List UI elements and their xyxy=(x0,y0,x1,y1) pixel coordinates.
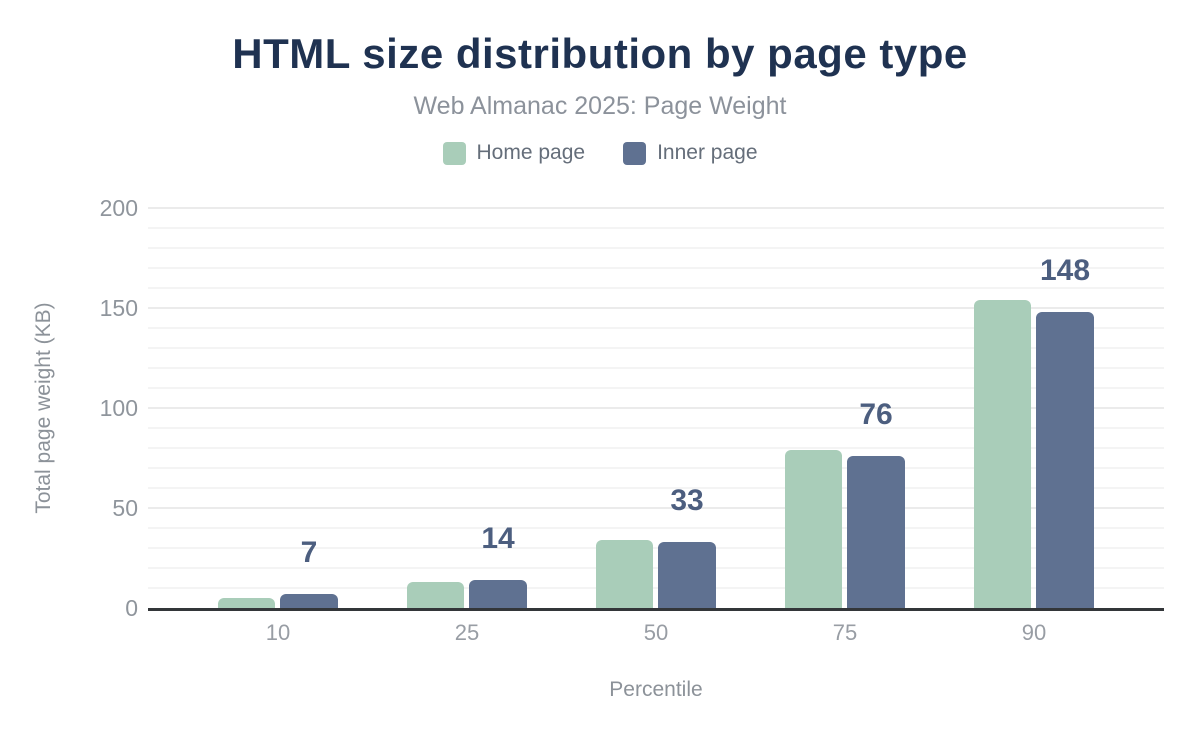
gridline-minor xyxy=(148,447,1164,449)
gridline-major xyxy=(148,407,1164,409)
bar-inner-page-p10 xyxy=(280,594,338,608)
legend-swatch-icon xyxy=(623,141,647,165)
bar-inner-page-p90 xyxy=(1036,312,1094,608)
gridline-minor xyxy=(148,347,1164,349)
plot-area: 7 14 33 76 148 xyxy=(148,207,1164,611)
chart-title: HTML size distribution by page type xyxy=(232,30,968,77)
data-label-p10: 7 xyxy=(300,536,318,569)
gridline-minor xyxy=(148,387,1164,389)
gridline-minor xyxy=(148,467,1164,469)
gridline-minor xyxy=(148,567,1164,569)
data-label-p25: 14 xyxy=(481,522,515,555)
legend: Home page Inner page xyxy=(0,141,1200,165)
x-axis-title: Percentile xyxy=(609,678,703,701)
bar-home-page-p25 xyxy=(407,582,464,608)
gridline-minor xyxy=(148,267,1164,269)
bar-home-page-p10 xyxy=(218,598,275,608)
legend-swatch-icon xyxy=(442,141,466,165)
x-tick-label-90: 90 xyxy=(1021,620,1047,645)
gridline-major xyxy=(148,207,1164,209)
y-tick-label-200: 200 xyxy=(99,195,138,221)
gridline-minor xyxy=(148,427,1164,429)
data-label-p75: 76 xyxy=(859,398,893,431)
y-tick-label-150: 150 xyxy=(99,295,138,321)
legend-label: Inner page xyxy=(657,141,758,164)
bar-inner-page-p50 xyxy=(658,542,716,608)
bar-inner-page-p25 xyxy=(469,580,527,608)
y-tick-label-50: 50 xyxy=(112,495,138,521)
gridline-minor xyxy=(148,587,1164,589)
gridline-major xyxy=(148,507,1164,509)
gridline-minor xyxy=(148,327,1164,329)
legend-item-home-page[interactable]: Home page xyxy=(442,141,586,165)
gridline-minor xyxy=(148,227,1164,229)
bar-home-page-p50 xyxy=(596,540,653,608)
bar-home-page-p75 xyxy=(785,450,842,608)
data-label-p90: 148 xyxy=(1039,254,1091,287)
x-tick-label-75: 75 xyxy=(832,620,858,645)
bar-inner-page-p75 xyxy=(847,456,905,608)
x-tick-label-50: 50 xyxy=(643,620,669,645)
y-tick-label-0: 0 xyxy=(125,595,138,621)
legend-label: Home page xyxy=(476,141,586,164)
x-tick-label-25: 25 xyxy=(454,620,480,645)
gridline-minor xyxy=(148,247,1164,249)
gridline-minor xyxy=(148,487,1164,489)
gridline-minor xyxy=(148,367,1164,369)
data-label-p50: 33 xyxy=(670,484,704,517)
gridline-minor xyxy=(148,287,1164,289)
legend-item-inner-page[interactable]: Inner page xyxy=(623,141,758,165)
gridline-minor xyxy=(148,527,1164,529)
gridline-major xyxy=(148,307,1164,309)
x-tick-label-10: 10 xyxy=(265,620,291,645)
y-tick-label-100: 100 xyxy=(99,395,138,421)
bar-home-page-p90 xyxy=(974,300,1031,608)
gridline-minor xyxy=(148,547,1164,549)
chart-subtitle: Web Almanac 2025: Page Weight xyxy=(413,92,787,120)
